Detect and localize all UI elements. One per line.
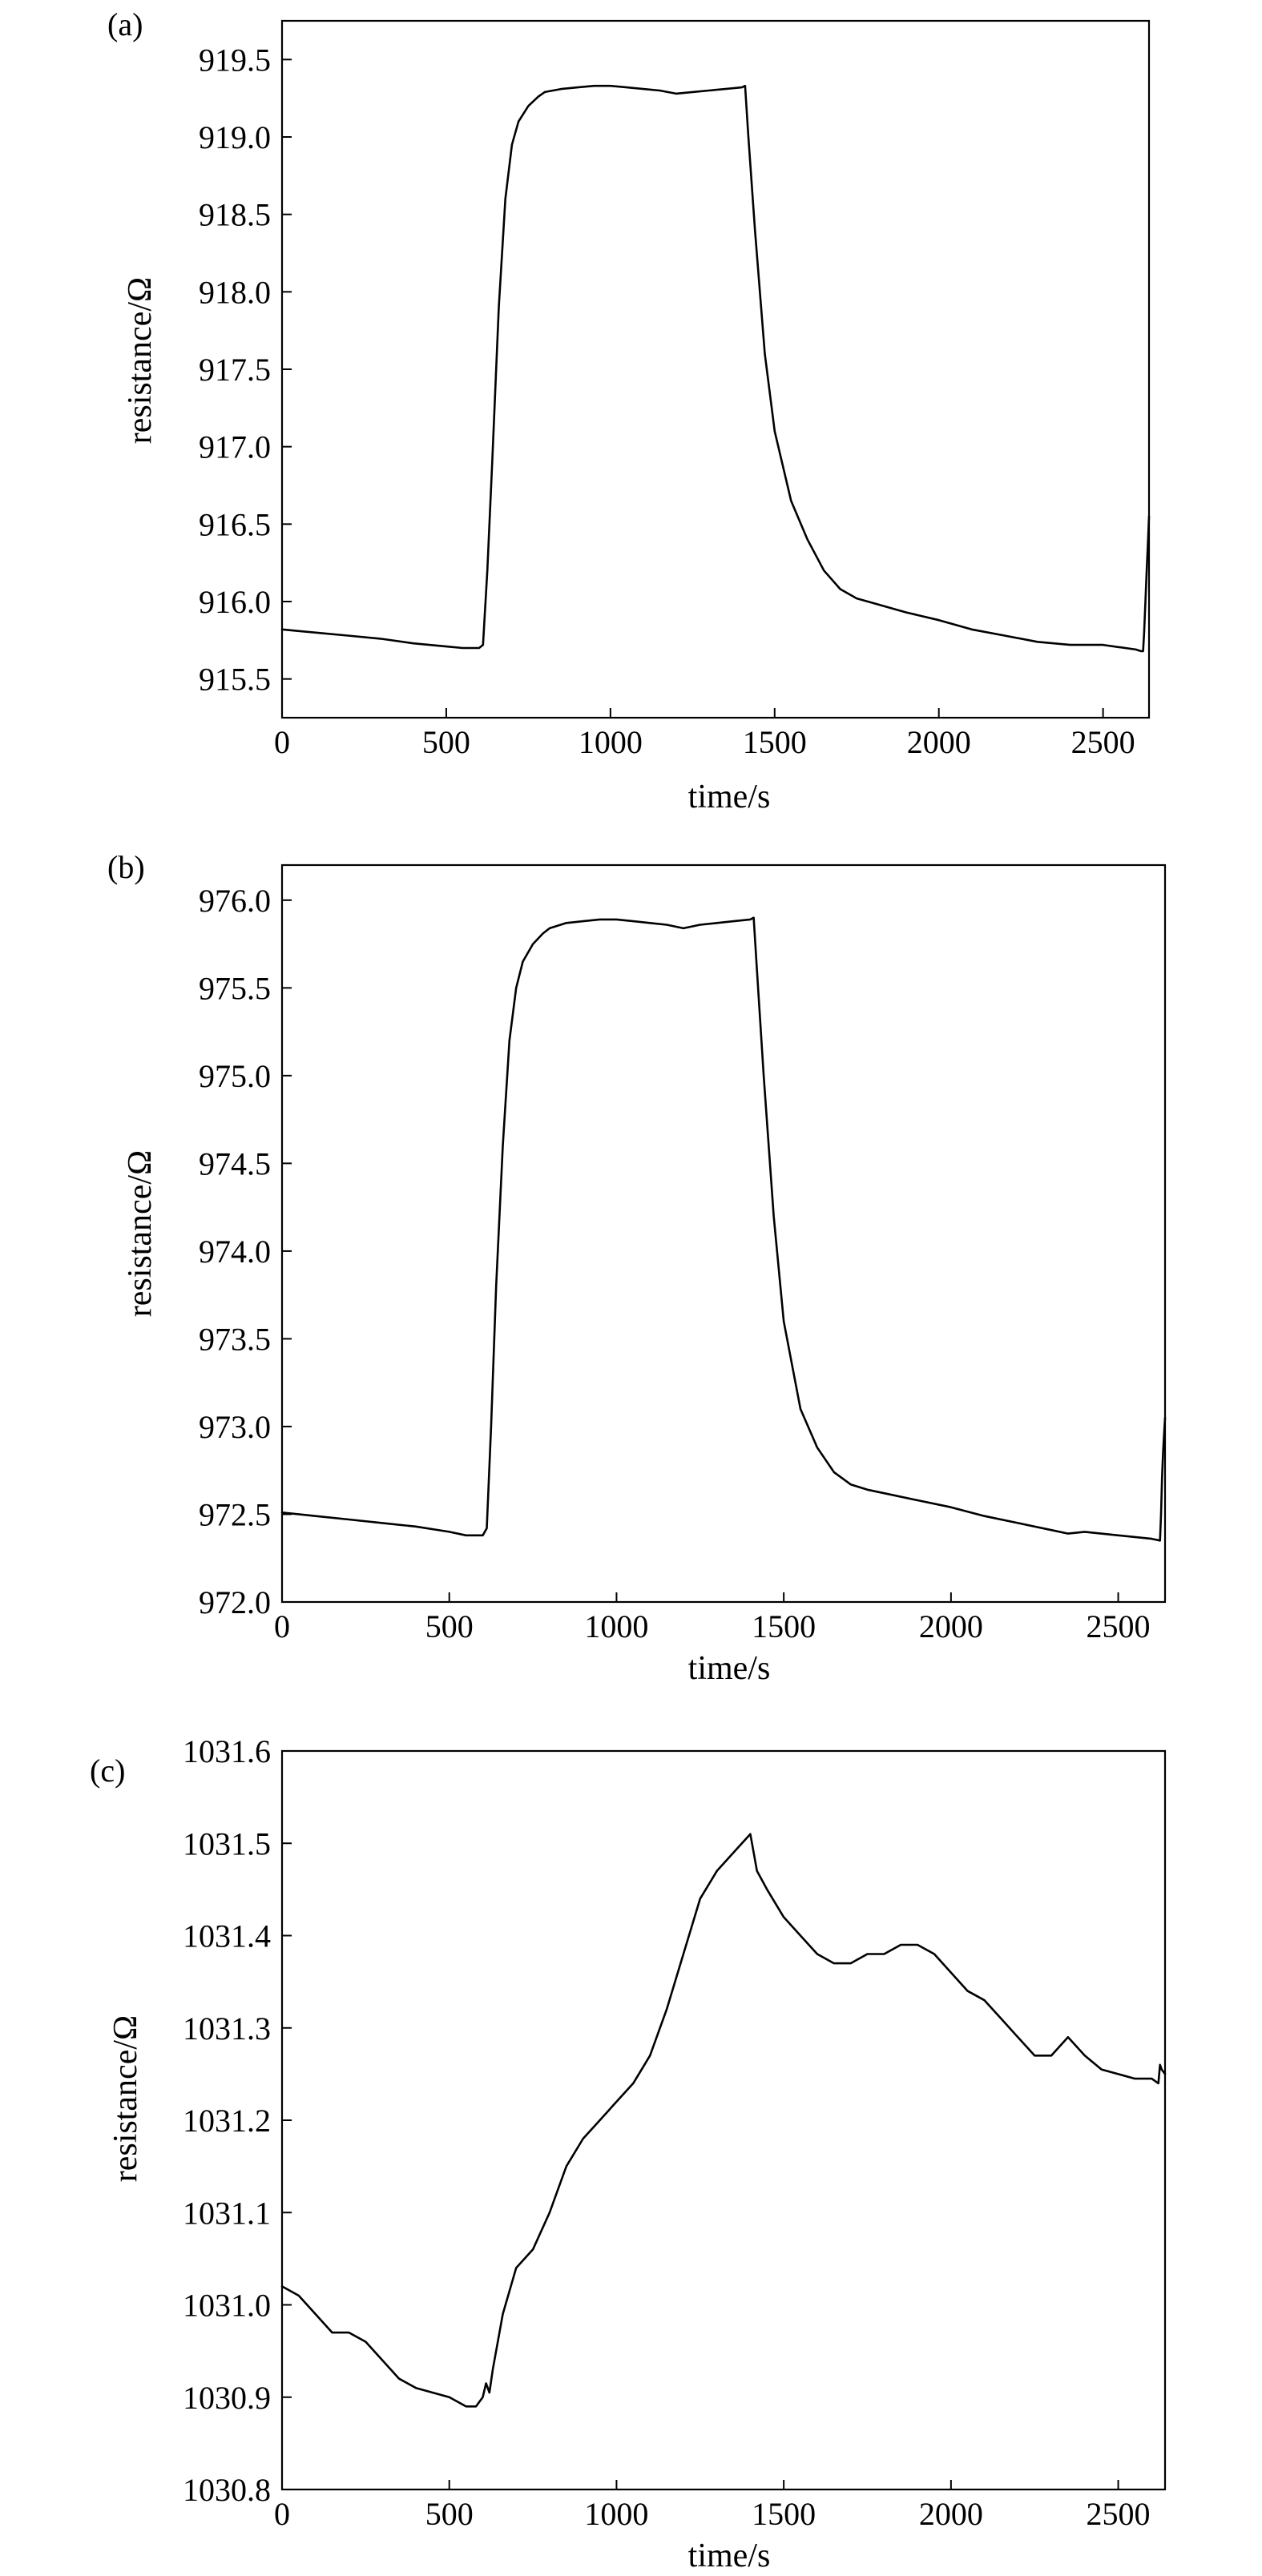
axis-ticks: 0 500 1000 1500 2000 2500 915.5 916.0 916.5 917.0… <box>199 42 1135 760</box>
y-tick-label: 972.5 <box>199 1496 271 1532</box>
y-tick-label: 919.0 <box>199 119 271 155</box>
axis-ticks: 0 500 1000 1500 2000 2500 972.0 972.5 973.0 973.5… <box>199 883 1151 1644</box>
x-tick-label: 1000 <box>579 724 643 760</box>
x-tick-label: 2500 <box>1087 1608 1151 1644</box>
y-axis-label: resistance/Ω <box>122 1150 159 1317</box>
y-tick-label: 1031.2 <box>183 2103 271 2139</box>
plot-frame <box>280 19 1151 719</box>
x-tick-label: 0 <box>274 1608 290 1644</box>
y-tick-label: 976.0 <box>199 883 271 919</box>
series-line <box>280 1833 1167 2408</box>
panel-label: (b) <box>107 849 145 885</box>
y-tick-label: 972.0 <box>199 1584 271 1620</box>
x-tick-label: 2500 <box>1087 2496 1151 2532</box>
x-tick-label: 2000 <box>919 1608 983 1644</box>
x-tick-label: 1000 <box>584 2496 648 2532</box>
x-tick-label: 2500 <box>1071 724 1135 760</box>
panel-label: (a) <box>107 6 143 42</box>
y-tick-label: 919.5 <box>199 42 271 78</box>
x-tick-label: 500 <box>425 1608 474 1644</box>
y-tick-label: 917.5 <box>199 352 271 388</box>
y-tick-label: 1031.3 <box>183 2010 271 2047</box>
y-tick-label: 973.5 <box>199 1321 271 1357</box>
y-tick-label: 915.5 <box>199 662 271 698</box>
y-tick-label: 1031.6 <box>183 1733 271 1769</box>
x-tick-label: 2000 <box>907 724 971 760</box>
axis-ticks: 0 500 1000 1500 2000 2500 1030.8 1030.9 1031.0 10… <box>183 1733 1151 2532</box>
y-axis-label: resistance/Ω <box>107 2015 144 2182</box>
y-tick-label: 1031.4 <box>183 1918 271 1954</box>
plot-marks <box>280 1833 1167 2408</box>
y-tick-label: 1030.8 <box>183 2472 271 2508</box>
x-tick-label: 1000 <box>584 1608 648 1644</box>
chart-panel-a: (a) resistance/Ω time/s 0 500 1000 1500 2000… <box>107 6 1151 815</box>
plot-marks <box>280 916 1167 1542</box>
panel-label: (c) <box>90 1753 125 1789</box>
x-tick-label: 0 <box>274 2496 290 2532</box>
y-tick-label: 1031.5 <box>183 1825 271 1862</box>
y-tick-label: 975.5 <box>199 970 271 1006</box>
plot-frame <box>280 863 1167 1604</box>
y-tick-label: 973.0 <box>199 1409 271 1445</box>
x-tick-label: 2000 <box>919 2496 983 2532</box>
x-tick-label: 500 <box>422 724 470 760</box>
y-tick-label: 916.0 <box>199 584 271 620</box>
y-tick-label: 975.0 <box>199 1058 271 1094</box>
plot-marks <box>280 84 1151 653</box>
x-tick-label: 500 <box>425 2496 474 2532</box>
series-line <box>280 916 1167 1542</box>
x-axis-label: time/s <box>688 1650 771 1687</box>
x-tick-label: 0 <box>274 724 290 760</box>
y-tick-label: 918.0 <box>199 274 271 310</box>
x-axis-label: time/s <box>688 779 771 815</box>
x-tick-label: 1500 <box>743 724 807 760</box>
y-tick-label: 1030.9 <box>183 2380 271 2416</box>
chart-panel-b: (b) resistance/Ω time/s 0 500 1000 1500 2000… <box>107 849 1167 1687</box>
series-line <box>280 84 1151 653</box>
x-tick-label: 1500 <box>752 2496 816 2532</box>
y-tick-label: 1031.0 <box>183 2288 271 2324</box>
y-tick-label: 974.0 <box>199 1234 271 1270</box>
plot-frame <box>280 1749 1167 2491</box>
y-tick-label: 918.5 <box>199 197 271 233</box>
chart-panel-c: (c) resistance/Ω time/s 0 500 1000 1500 2000… <box>90 1733 1167 2574</box>
y-tick-label: 917.0 <box>199 429 271 465</box>
y-axis-label: resistance/Ω <box>122 277 159 444</box>
y-tick-label: 974.5 <box>199 1145 271 1181</box>
x-tick-label: 1500 <box>752 1608 816 1644</box>
y-tick-label: 916.5 <box>199 506 271 542</box>
y-tick-label: 1031.1 <box>183 2195 271 2231</box>
x-axis-label: time/s <box>688 2538 771 2574</box>
